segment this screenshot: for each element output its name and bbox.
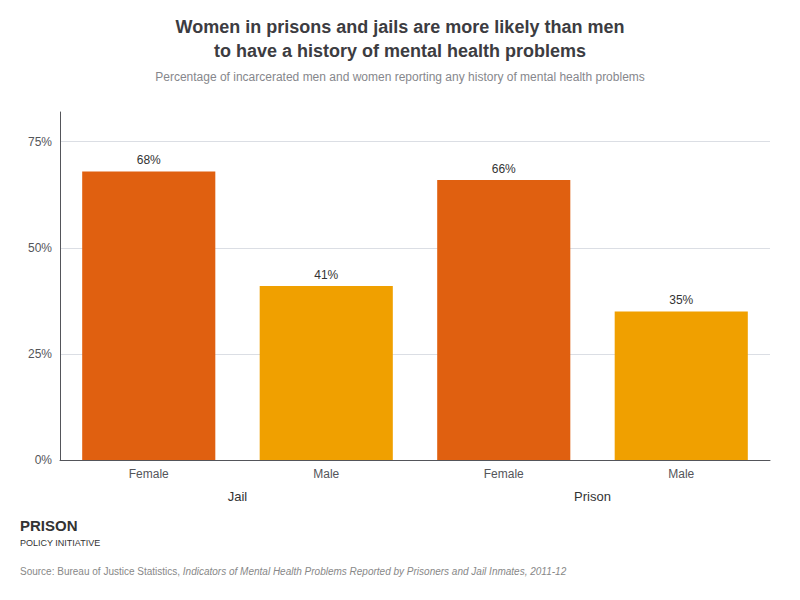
svg-text:68%: 68% — [137, 153, 161, 167]
svg-text:Female: Female — [484, 467, 524, 481]
svg-text:41%: 41% — [314, 268, 338, 282]
svg-text:Women in prisons and jails are: Women in prisons and jails are more like… — [176, 17, 625, 37]
svg-text:Percentage of incarcerated men: Percentage of incarcerated men and women… — [155, 70, 645, 84]
svg-text:35%: 35% — [669, 293, 693, 307]
svg-text:Source: Bureau of Justice Stat: Source: Bureau of Justice Statistics, — [20, 566, 183, 577]
svg-text:66%: 66% — [492, 162, 516, 176]
svg-text:25%: 25% — [28, 347, 52, 361]
svg-text:0%: 0% — [35, 453, 53, 467]
svg-text:Jail: Jail — [228, 489, 248, 504]
svg-text:Prison: Prison — [574, 489, 611, 504]
svg-text:75%: 75% — [28, 135, 52, 149]
svg-text:Male: Male — [313, 467, 339, 481]
svg-text:50%: 50% — [28, 241, 52, 255]
svg-text:Female: Female — [129, 467, 169, 481]
svg-text:Indicators of Mental Health Pr: Indicators of Mental Health Problems Rep… — [183, 566, 567, 577]
svg-text:PRISON: PRISON — [20, 517, 78, 534]
svg-text:POLICY INITIATIVE: POLICY INITIATIVE — [20, 538, 100, 548]
svg-text:to have a history of mental he: to have a history of mental health probl… — [214, 41, 586, 61]
svg-text:Male: Male — [668, 467, 694, 481]
